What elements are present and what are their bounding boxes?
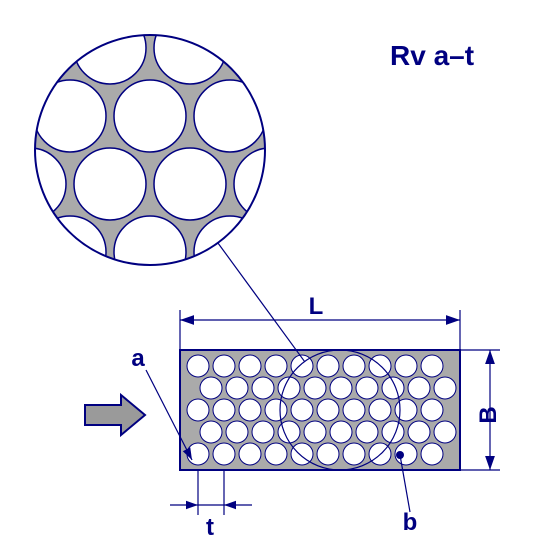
label-b: b xyxy=(403,509,418,536)
dimension-L: L xyxy=(180,293,460,350)
dimension-B: B xyxy=(460,350,502,470)
magnifier-leader xyxy=(218,243,305,362)
label-t: t xyxy=(206,514,214,541)
sheet-holes xyxy=(187,355,456,465)
label-B: B xyxy=(475,406,502,423)
magnifier xyxy=(0,12,426,288)
direction-arrow xyxy=(85,395,145,435)
label-a: a xyxy=(131,345,145,372)
diagram-title: Rv a–t xyxy=(390,40,474,72)
diagram-svg: L B t a b xyxy=(0,0,550,550)
dimension-t: t xyxy=(170,470,252,541)
label-L: L xyxy=(309,293,324,320)
